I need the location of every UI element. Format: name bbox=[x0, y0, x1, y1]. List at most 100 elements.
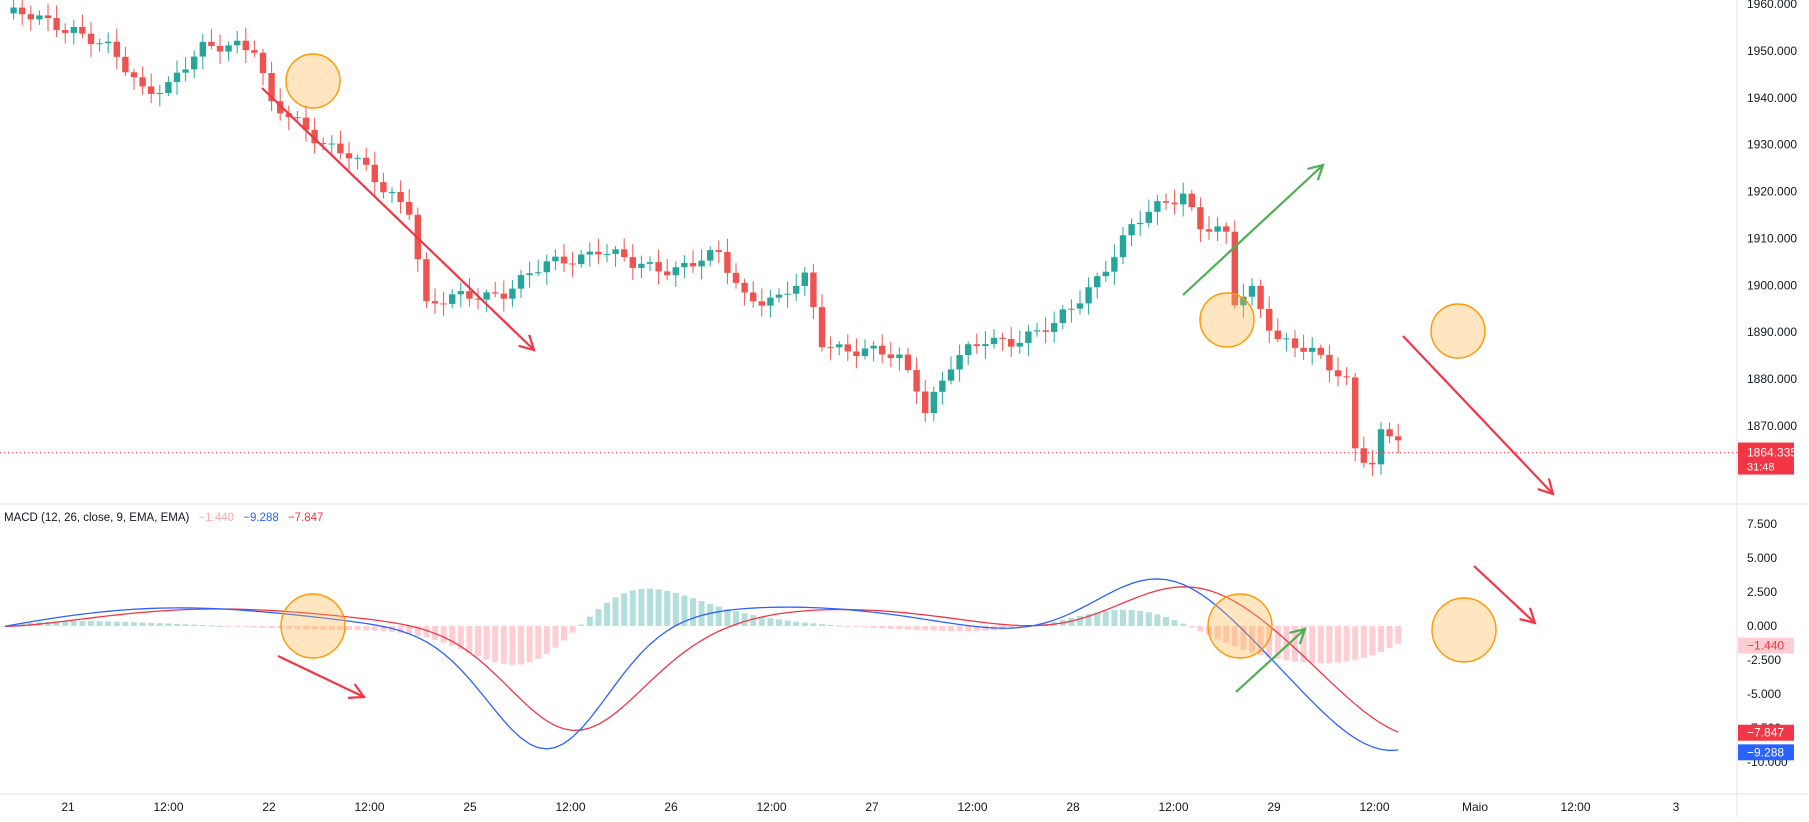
macd-histogram-bar bbox=[887, 626, 894, 629]
macd-histogram-bar bbox=[586, 616, 593, 626]
macd-histogram-bar bbox=[810, 623, 817, 626]
macd-histogram-bar bbox=[535, 626, 542, 659]
macd-legend[interactable]: MACD (12, 26, close, 9, EMA, EMA) −1.440… bbox=[4, 512, 329, 524]
macd-histogram-bar bbox=[638, 589, 645, 626]
macd-histogram-bar bbox=[363, 626, 370, 631]
candle-body bbox=[242, 40, 249, 51]
macd-histogram-bar bbox=[354, 626, 361, 631]
macd-histogram-bar bbox=[1335, 626, 1341, 663]
macd-histogram-bar bbox=[1077, 615, 1083, 626]
candle-body bbox=[861, 348, 869, 357]
time-axis-label: 25 bbox=[463, 800, 477, 814]
macd-histogram-bar bbox=[776, 619, 782, 626]
candle-body bbox=[388, 191, 396, 193]
candle-body bbox=[698, 260, 705, 267]
time-axis-label: 12:00 bbox=[957, 800, 987, 814]
macd-histogram-bar bbox=[406, 626, 413, 635]
candle-body bbox=[440, 303, 447, 305]
macd-histogram-bar bbox=[371, 626, 378, 631]
macd-histogram-bar bbox=[965, 626, 972, 632]
candle-body bbox=[234, 40, 241, 46]
candle-body bbox=[595, 251, 602, 255]
price-axis-tick-label: 1930.000 bbox=[1747, 138, 1797, 152]
candle-body bbox=[1395, 436, 1402, 441]
macd-histogram-bar bbox=[1214, 626, 1221, 640]
candle-body bbox=[526, 273, 533, 276]
candle-body bbox=[406, 201, 413, 215]
macd-histogram-bar bbox=[1163, 616, 1169, 626]
candle-body bbox=[509, 288, 516, 299]
candle-body bbox=[79, 27, 86, 34]
macd-histogram-bar bbox=[1120, 609, 1126, 626]
macd-signal-axis-label-tag bbox=[1738, 724, 1794, 741]
candle-body bbox=[1283, 338, 1290, 340]
annotation-arrow-up bbox=[1235, 628, 1306, 693]
candle-body bbox=[320, 143, 327, 145]
macd-histogram-bar bbox=[741, 613, 748, 626]
candle-body bbox=[1274, 330, 1281, 340]
candle-body bbox=[1326, 354, 1333, 371]
macd-histogram-bar bbox=[733, 611, 739, 626]
macd-histogram-bar bbox=[423, 626, 430, 638]
macd-histogram-bar bbox=[922, 626, 929, 631]
candle-body bbox=[208, 41, 215, 46]
macd-histogram-bar bbox=[139, 622, 146, 626]
candle-body bbox=[1266, 308, 1273, 331]
macd-axis-tick-label: -5.000 bbox=[1747, 687, 1781, 701]
macd-histogram-bar bbox=[449, 626, 456, 646]
candle-body bbox=[1369, 462, 1376, 465]
macd-histogram-bar bbox=[1343, 626, 1350, 662]
macd-histogram-bar bbox=[819, 624, 825, 626]
candle-body bbox=[1248, 285, 1256, 297]
candle-body bbox=[681, 263, 688, 268]
macd-histogram-bar bbox=[948, 626, 954, 632]
candle-body bbox=[130, 72, 138, 78]
macd-histogram-bar bbox=[690, 598, 696, 626]
macd-histogram-bar bbox=[913, 626, 920, 631]
macd-axis-tick-label: -2.500 bbox=[1747, 653, 1781, 667]
candle-body bbox=[896, 354, 903, 359]
macd-histogram-bar bbox=[260, 626, 266, 628]
time-axis-label: 22 bbox=[262, 800, 276, 814]
candle-body bbox=[1240, 296, 1247, 306]
macd-histogram-bar bbox=[1266, 626, 1273, 658]
annotation-circle bbox=[1207, 593, 1273, 659]
macd-histogram-bar bbox=[303, 626, 309, 630]
macd-histogram-bar bbox=[518, 626, 524, 665]
candles-group bbox=[10, 0, 1402, 477]
annotation-circle bbox=[285, 53, 341, 109]
candle-body bbox=[1033, 330, 1041, 332]
time-axis-label: 12:00 bbox=[354, 800, 384, 814]
candle-body bbox=[105, 41, 112, 44]
price-axis-tick-label: 1880.000 bbox=[1747, 372, 1797, 386]
candle-body bbox=[1343, 376, 1350, 378]
annotation-arrow-down bbox=[1402, 335, 1554, 495]
annotation-arrow-down-head bbox=[518, 334, 536, 352]
candle-body bbox=[457, 291, 464, 295]
macd-axis-tick-label: 2.500 bbox=[1747, 585, 1777, 599]
macd-histogram-bar bbox=[2, 626, 8, 627]
macd-histogram-bar bbox=[1094, 612, 1101, 626]
time-axis-label: Maio bbox=[1462, 800, 1488, 814]
macd-histogram-bar bbox=[905, 626, 911, 630]
macd-histogram-bar bbox=[1283, 626, 1290, 661]
candle-body bbox=[27, 14, 34, 20]
candle-body bbox=[1051, 323, 1058, 332]
candle-body bbox=[294, 117, 301, 119]
time-axis-label: 12:00 bbox=[756, 800, 786, 814]
candle-body bbox=[956, 355, 963, 370]
candle-body bbox=[672, 267, 679, 276]
macd-line-axis-label: −9.288 bbox=[1747, 745, 1784, 759]
macd-histogram-bar bbox=[629, 590, 636, 626]
macd-histogram-bar bbox=[827, 624, 834, 626]
macd-histogram-bar bbox=[698, 601, 705, 626]
candle-body bbox=[827, 347, 834, 349]
candle-body bbox=[1360, 448, 1367, 463]
candle-body bbox=[578, 254, 585, 265]
candle-body bbox=[44, 15, 52, 19]
candle-body bbox=[1197, 207, 1204, 230]
candle-body bbox=[750, 292, 757, 302]
macd-histogram-bar bbox=[174, 623, 180, 626]
macd-histogram-bar bbox=[440, 626, 447, 643]
